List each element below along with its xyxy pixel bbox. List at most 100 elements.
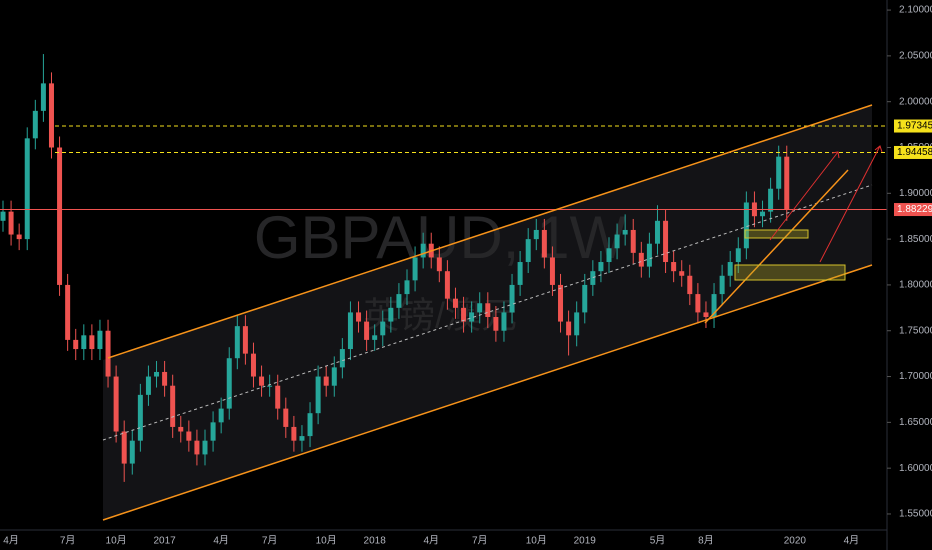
candle-body xyxy=(0,211,6,221)
candle-body xyxy=(154,371,160,377)
candle-body xyxy=(436,257,442,272)
candle-body xyxy=(315,376,321,414)
candle-body xyxy=(461,307,467,322)
candle-body xyxy=(113,376,119,432)
y-tick-label: 1.60000 xyxy=(899,463,932,474)
y-tick-label: 1.75000 xyxy=(899,325,932,336)
zone-box xyxy=(744,229,809,239)
price-label-bg xyxy=(894,119,932,133)
price-label: 1.88229 xyxy=(897,204,932,215)
x-tick-label: 10月 xyxy=(316,535,337,547)
x-tick-label: 7月 xyxy=(472,535,488,547)
candle-body xyxy=(170,385,176,427)
y-tick-label: 1.55000 xyxy=(899,509,932,520)
candle-body xyxy=(646,243,652,267)
candle-body xyxy=(622,229,628,235)
candle-body xyxy=(202,440,208,455)
candle-body xyxy=(24,138,30,240)
candle-body xyxy=(291,426,297,441)
channel-upper xyxy=(107,104,873,359)
candle-body xyxy=(81,335,87,350)
candle-body xyxy=(679,271,685,276)
candle-body xyxy=(420,243,426,258)
candle-body xyxy=(760,211,766,217)
candle-body xyxy=(380,321,386,336)
candle-body xyxy=(267,385,273,387)
candle-body xyxy=(48,83,54,148)
candle-body xyxy=(541,229,547,258)
candle-body xyxy=(412,257,418,281)
y-tick-label: 2.05000 xyxy=(899,51,932,62)
x-tick-label: 5月 xyxy=(650,535,666,547)
candle-body xyxy=(372,335,378,340)
x-tick-label: 4月 xyxy=(844,535,860,547)
x-tick-label: 8月 xyxy=(698,535,714,547)
candle-body xyxy=(121,431,127,464)
y-tick-label: 2.00000 xyxy=(899,96,932,107)
candle-body xyxy=(735,248,741,263)
candle-body xyxy=(145,376,151,395)
candle-body xyxy=(396,294,402,308)
candle-body xyxy=(784,156,790,210)
candle-body xyxy=(509,284,515,313)
arrow-head xyxy=(874,145,883,153)
candle-body xyxy=(477,303,483,313)
marks xyxy=(0,54,887,482)
candle-body xyxy=(283,408,289,427)
arrow xyxy=(769,151,839,241)
x-tick-label: 10月 xyxy=(526,535,547,547)
candle-body xyxy=(711,294,717,317)
y-tick-label: 1.85000 xyxy=(899,234,932,245)
x-tick-label: 4月 xyxy=(423,535,439,547)
y-tick-label: 1.90000 xyxy=(899,188,932,199)
candle-body xyxy=(663,220,669,263)
y-tick-label: 1.70000 xyxy=(899,371,932,382)
candle-body xyxy=(137,394,143,441)
arrow xyxy=(819,145,881,263)
candle-body xyxy=(768,188,774,212)
candle-body xyxy=(501,312,507,331)
x-tick-label: 7月 xyxy=(60,535,76,547)
x-tick-label: 2018 xyxy=(364,536,387,547)
trend-line xyxy=(704,169,849,324)
candle-body xyxy=(606,248,612,263)
candle-body xyxy=(493,316,499,331)
candle-body xyxy=(226,358,232,409)
price-label-bg xyxy=(894,203,932,217)
x-tick-label: 4月 xyxy=(3,535,19,547)
candle-body xyxy=(598,262,604,272)
candle-body xyxy=(234,326,240,359)
candle-body xyxy=(525,239,531,263)
candle-body xyxy=(549,257,555,285)
candle-body xyxy=(364,321,370,340)
x-tick-label: 2020 xyxy=(784,536,807,547)
candle-body xyxy=(533,229,539,240)
candle-body xyxy=(719,275,725,295)
candle-body xyxy=(218,408,224,423)
candle-body xyxy=(703,312,709,317)
candle-body xyxy=(331,367,337,386)
candle-body xyxy=(695,294,701,313)
candle-body xyxy=(654,220,660,244)
candle-body xyxy=(776,156,782,189)
candle-body xyxy=(687,275,693,295)
candle-body xyxy=(307,413,313,437)
candle-body xyxy=(574,312,580,336)
x-tick-label: 4月 xyxy=(213,535,229,547)
channel-lower xyxy=(102,264,873,521)
candle-body xyxy=(275,385,281,409)
candle-body xyxy=(404,280,410,295)
candle-body xyxy=(178,426,184,432)
candle-body xyxy=(97,330,103,350)
candle-body xyxy=(65,284,71,340)
candle-body xyxy=(242,326,248,354)
candle-body xyxy=(339,349,345,368)
candle-body xyxy=(356,312,362,322)
candle-body xyxy=(638,252,644,267)
candle-body xyxy=(347,312,353,350)
candle-body xyxy=(485,303,491,317)
candle-body xyxy=(8,211,14,235)
candle-body xyxy=(558,284,564,322)
